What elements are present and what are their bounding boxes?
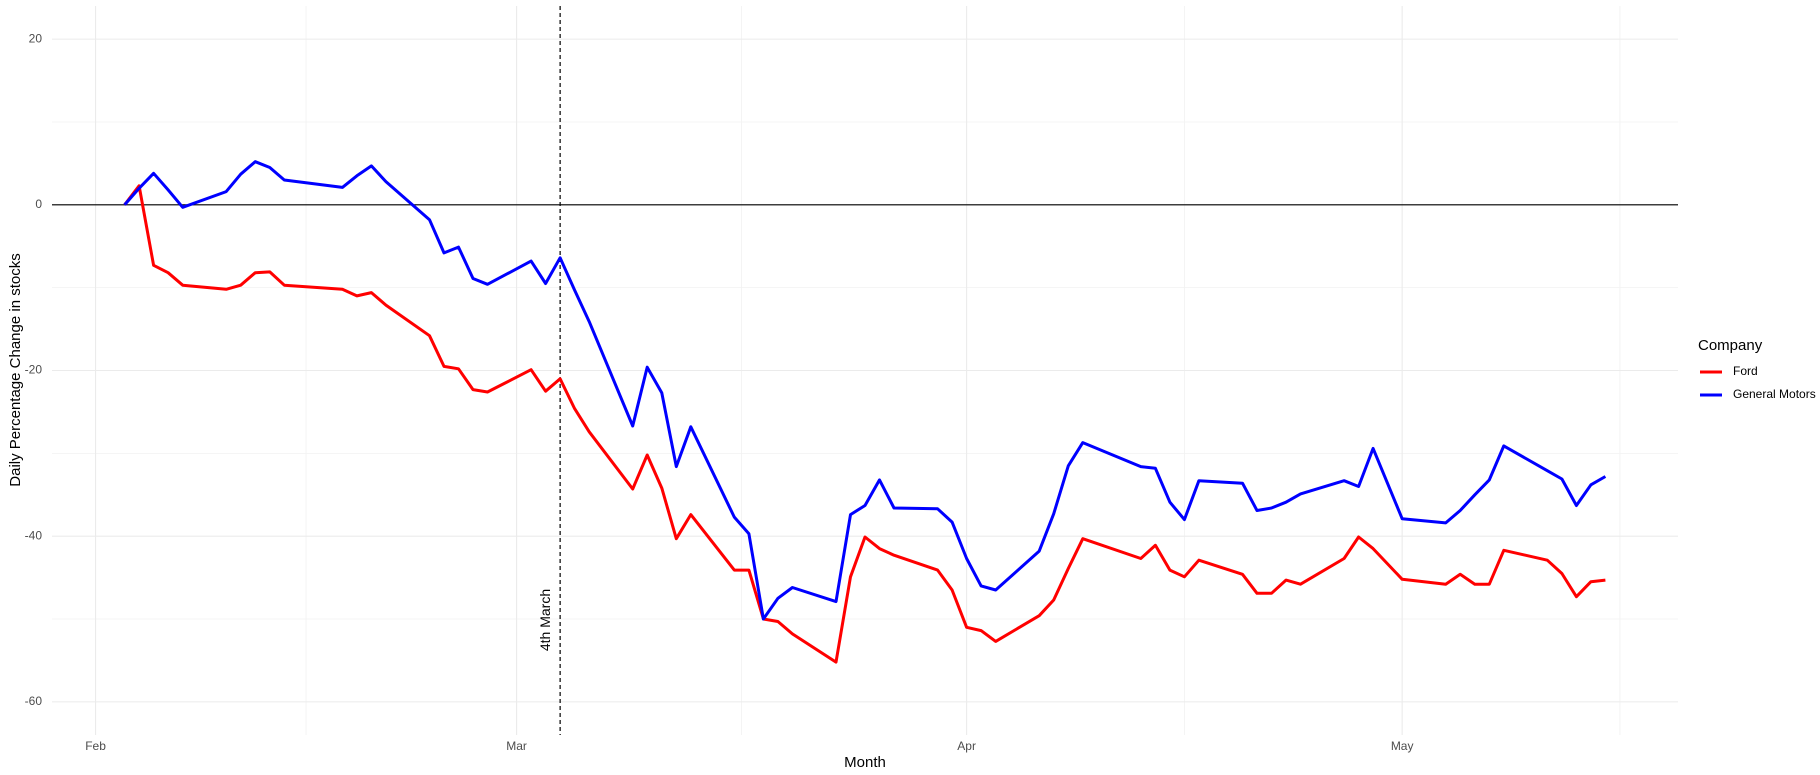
- legend-title: Company: [1698, 337, 1763, 354]
- y-axis-title: Daily Percentage Change in stocks: [7, 253, 24, 486]
- x-tick-label: Mar: [506, 739, 527, 753]
- data-line: [123, 184, 1606, 664]
- x-tick-label: Apr: [957, 739, 976, 753]
- y-tick-label: -60: [25, 694, 43, 708]
- y-tick-label: 0: [35, 197, 42, 211]
- x-tick-label: May: [1391, 739, 1414, 753]
- annotation-label: 4th March: [537, 589, 553, 651]
- x-axis-title: Month: [844, 754, 886, 771]
- data-line: [123, 160, 1607, 621]
- y-tick-label: -20: [25, 363, 43, 377]
- legend-label: Ford: [1733, 364, 1758, 378]
- x-tick-label: Feb: [85, 739, 106, 753]
- y-tick-label: 20: [29, 31, 43, 45]
- legend-label: General Motors: [1733, 387, 1816, 401]
- y-tick-label: -40: [25, 528, 43, 542]
